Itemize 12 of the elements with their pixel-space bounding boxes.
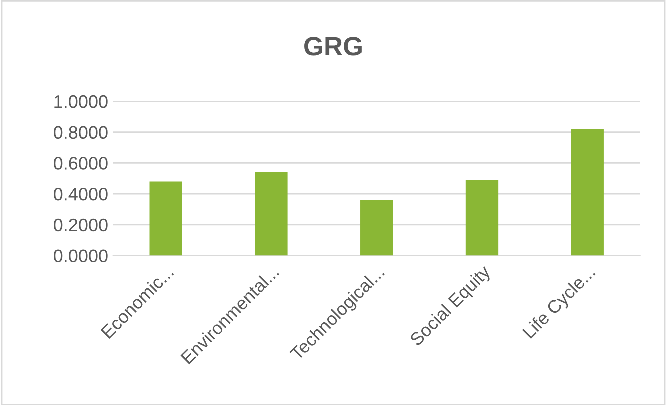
y-tick-label: 1.0000: [54, 95, 108, 108]
y-tick-label: 0.4000: [54, 188, 108, 201]
y-tick-label: 0.0000: [54, 250, 108, 262]
y-tick-label: 0.6000: [54, 157, 108, 170]
y-tick-label: 0.2000: [54, 218, 108, 232]
bar: [466, 180, 499, 256]
bar: [255, 172, 288, 256]
bar: [150, 182, 182, 256]
y-tick-label: 0.8000: [54, 126, 108, 140]
bar: [360, 200, 394, 256]
bar: [571, 129, 604, 256]
chart-title: GRG: [304, 37, 362, 56]
